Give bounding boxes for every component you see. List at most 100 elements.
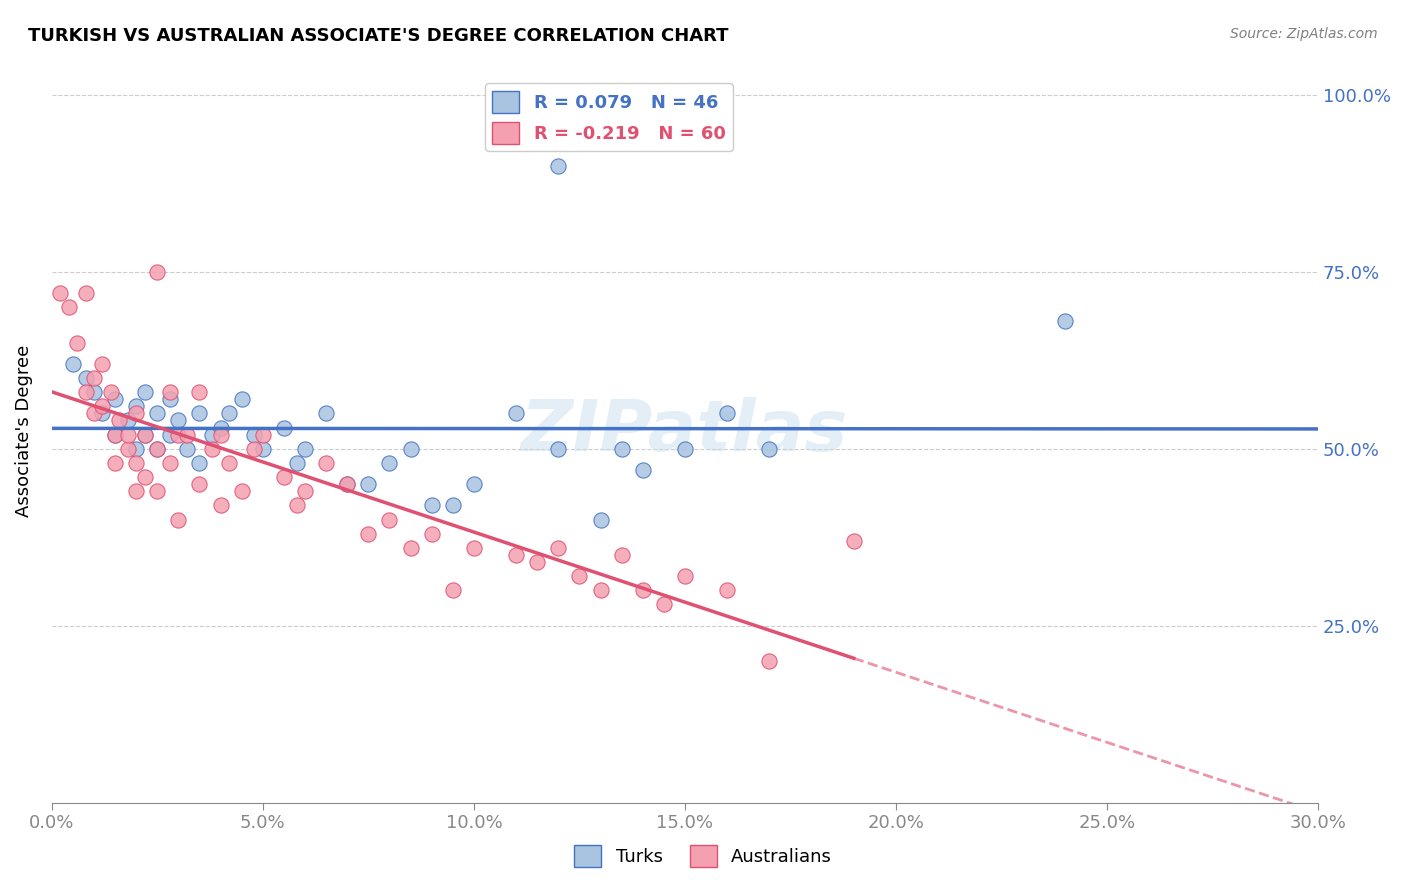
Point: [547, 541, 569, 555]
Point: [159, 392, 181, 407]
Text: TURKISH VS AUSTRALIAN ASSOCIATE'S DEGREE CORRELATION CHART: TURKISH VS AUSTRALIAN ASSOCIATE'S DEGREE…: [28, 27, 728, 45]
Point: [62, 357, 84, 371]
Point: [188, 477, 211, 491]
Point: [167, 413, 190, 427]
Point: [125, 442, 148, 456]
Point: [505, 548, 527, 562]
Point: [167, 427, 190, 442]
Text: Source: ZipAtlas.com: Source: ZipAtlas.com: [1230, 27, 1378, 41]
Point: [75, 385, 97, 400]
Point: [243, 442, 266, 456]
Point: [75, 286, 97, 301]
Point: [146, 442, 169, 456]
Point: [673, 442, 696, 456]
Point: [201, 442, 224, 456]
Point: [209, 499, 232, 513]
Point: [83, 385, 105, 400]
Point: [547, 442, 569, 456]
Point: [104, 456, 127, 470]
Point: [146, 442, 169, 456]
Point: [589, 512, 612, 526]
Point: [758, 442, 780, 456]
Point: [547, 159, 569, 173]
Point: [252, 427, 274, 442]
Point: [188, 406, 211, 420]
Point: [273, 470, 295, 484]
Point: [83, 371, 105, 385]
Point: [176, 427, 198, 442]
Point: [610, 548, 633, 562]
Point: [357, 526, 380, 541]
Point: [176, 442, 198, 456]
Point: [273, 420, 295, 434]
Point: [1053, 314, 1076, 328]
Point: [631, 583, 654, 598]
Point: [285, 456, 308, 470]
Point: [159, 427, 181, 442]
Y-axis label: Associate's Degree: Associate's Degree: [15, 345, 32, 517]
Point: [294, 484, 316, 499]
Point: [505, 406, 527, 420]
Point: [117, 413, 139, 427]
Point: [589, 583, 612, 598]
Point: [716, 406, 738, 420]
Point: [188, 456, 211, 470]
Point: [463, 541, 485, 555]
Point: [610, 442, 633, 456]
Point: [159, 456, 181, 470]
Point: [252, 442, 274, 456]
Point: [631, 463, 654, 477]
Point: [125, 456, 148, 470]
Point: [357, 477, 380, 491]
Legend: Turks, Australians: Turks, Australians: [567, 838, 839, 874]
Point: [716, 583, 738, 598]
Point: [117, 427, 139, 442]
Point: [463, 477, 485, 491]
Point: [159, 385, 181, 400]
Point: [441, 583, 464, 598]
Point: [91, 357, 114, 371]
Point: [673, 569, 696, 583]
Point: [243, 427, 266, 442]
Point: [218, 456, 240, 470]
Point: [231, 484, 253, 499]
Legend: R = 0.079   N = 46, R = -0.219   N = 60: R = 0.079 N = 46, R = -0.219 N = 60: [485, 84, 733, 151]
Point: [336, 477, 359, 491]
Point: [399, 442, 422, 456]
Point: [104, 427, 127, 442]
Point: [167, 512, 190, 526]
Point: [568, 569, 591, 583]
Point: [209, 420, 232, 434]
Point: [66, 335, 89, 350]
Point: [49, 286, 72, 301]
Point: [758, 654, 780, 668]
Point: [420, 499, 443, 513]
Text: ZIPatlas: ZIPatlas: [522, 397, 849, 466]
Point: [201, 427, 224, 442]
Point: [83, 406, 105, 420]
Point: [441, 499, 464, 513]
Point: [378, 512, 401, 526]
Point: [209, 427, 232, 442]
Point: [134, 427, 156, 442]
Point: [146, 406, 169, 420]
Point: [125, 484, 148, 499]
Point: [294, 442, 316, 456]
Point: [399, 541, 422, 555]
Point: [108, 413, 131, 427]
Point: [134, 427, 156, 442]
Point: [104, 392, 127, 407]
Point: [218, 406, 240, 420]
Point: [75, 371, 97, 385]
Point: [526, 555, 548, 569]
Point: [104, 427, 127, 442]
Point: [188, 385, 211, 400]
Point: [336, 477, 359, 491]
Point: [315, 456, 337, 470]
Point: [134, 385, 156, 400]
Point: [285, 499, 308, 513]
Point: [91, 400, 114, 414]
Point: [231, 392, 253, 407]
Point: [378, 456, 401, 470]
Point: [146, 265, 169, 279]
